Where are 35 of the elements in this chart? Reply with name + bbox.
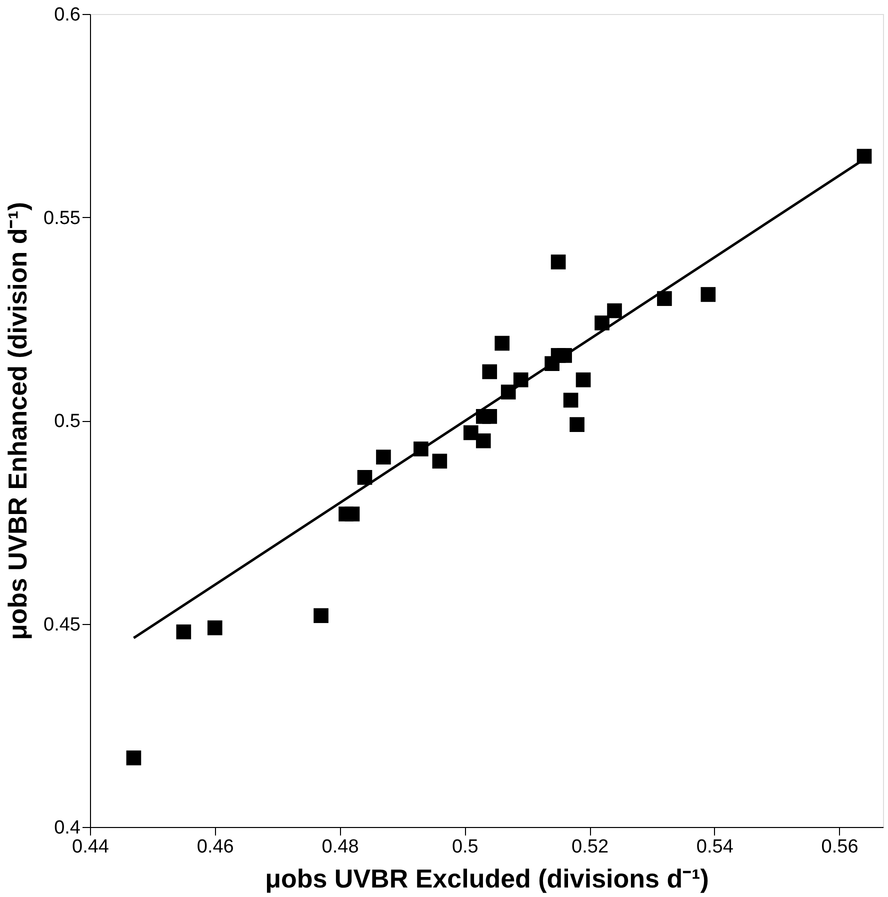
point <box>432 454 448 469</box>
point <box>607 303 622 318</box>
point <box>357 470 372 485</box>
point <box>570 417 584 432</box>
point <box>207 620 222 636</box>
y-axis-title: μobs UVBR Enhanced (division d⁻¹) <box>2 202 33 640</box>
point <box>594 316 610 330</box>
point <box>550 254 566 270</box>
x-tick-label: 0.54 <box>696 836 734 858</box>
point <box>463 425 478 440</box>
x-tick-label: 0.52 <box>572 836 609 858</box>
y-tick-label: 0.55 <box>44 208 80 229</box>
y-tick-label: 0.45 <box>44 614 80 636</box>
point <box>176 624 192 640</box>
point <box>126 750 142 766</box>
point <box>376 450 391 464</box>
point <box>700 287 716 302</box>
x-tick-label: 0.5 <box>452 836 478 858</box>
x-tick-label: 0.46 <box>196 836 234 858</box>
point <box>576 372 591 388</box>
y-tick-label: 0.4 <box>54 818 81 838</box>
point <box>563 392 578 408</box>
point <box>344 506 360 522</box>
x-tick-label: 0.48 <box>322 836 359 858</box>
point <box>494 336 510 351</box>
point <box>476 433 491 448</box>
x-tick-label: 0.44 <box>72 836 110 858</box>
y-tick-label: 0.5 <box>54 411 80 432</box>
point <box>657 291 672 306</box>
point <box>314 608 328 624</box>
y-tick-label: 0.6 <box>54 4 80 26</box>
x-tick-label: 0.56 <box>821 836 858 858</box>
point <box>482 364 498 380</box>
x-axis-title: μobs UVBR Excluded (divisions d⁻¹) <box>265 864 709 894</box>
point <box>482 409 498 424</box>
